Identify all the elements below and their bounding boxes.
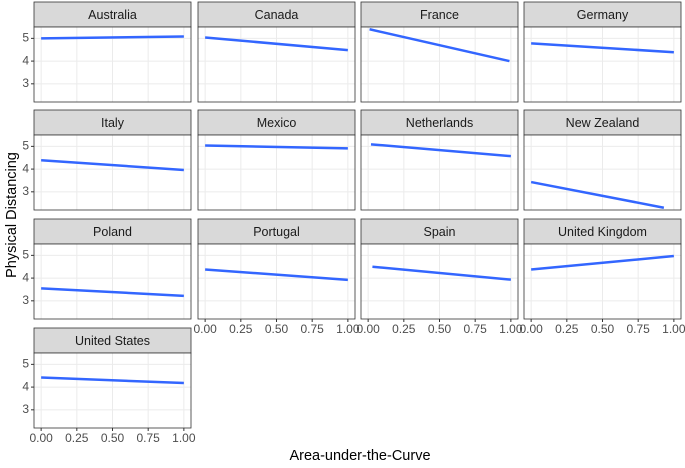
trend-line [370, 143, 511, 158]
x-tick-label: 0.50 [101, 431, 125, 445]
panel-border [33, 134, 192, 211]
strip [33, 109, 192, 136]
y-tick-label: 4 [22, 53, 29, 67]
strip [197, 1, 356, 28]
y-tick-label: 5 [22, 31, 29, 45]
strip [523, 218, 682, 245]
strip [197, 218, 356, 245]
trend-line [531, 254, 674, 271]
strip [360, 109, 519, 136]
x-tick-label: 0.25 [555, 322, 579, 336]
y-tick-label: 3 [22, 184, 29, 198]
strip-label: Italy [101, 116, 125, 130]
y-tick-label: 3 [22, 402, 29, 416]
y-tick-label: 4 [22, 270, 29, 284]
trend-line [41, 376, 184, 385]
panel-border [33, 26, 192, 103]
y-tick-label: 4 [22, 379, 29, 393]
strip-label: Canada [255, 8, 299, 22]
strip-label: Netherlands [406, 116, 473, 130]
strip [197, 109, 356, 136]
trend-line [372, 265, 511, 281]
x-tick-label: 1.00 [662, 322, 685, 336]
strip-label: Poland [93, 225, 132, 239]
panel-border [360, 134, 519, 211]
strip-label: New Zealand [566, 116, 640, 130]
strip [33, 1, 192, 28]
trend-line [531, 42, 674, 54]
strip [33, 327, 192, 354]
trend-line [41, 158, 184, 172]
strip [360, 1, 519, 28]
x-tick-label: 0.75 [301, 322, 325, 336]
strip-label: Spain [424, 225, 456, 239]
trend-line [41, 287, 184, 298]
x-tick-label: 1.00 [499, 322, 523, 336]
panel-border [523, 26, 682, 103]
strip [360, 218, 519, 245]
strip-label: Portugal [253, 225, 300, 239]
x-tick-label: 0.25 [65, 431, 89, 445]
y-tick-label: 4 [22, 161, 29, 175]
strip-label: United Kingdom [558, 225, 647, 239]
strip-label: United States [75, 334, 150, 348]
panel-border [197, 134, 356, 211]
panel-border [33, 243, 192, 320]
y-tick-label: 5 [22, 248, 29, 262]
trend-line [205, 36, 348, 52]
trend-line [369, 28, 510, 63]
trend-line [205, 144, 348, 150]
x-tick-label: 0.75 [464, 322, 488, 336]
y-tick-label: 5 [22, 357, 29, 371]
strip-label: Australia [88, 8, 137, 22]
trend-line [41, 35, 184, 40]
panel-border [197, 26, 356, 103]
x-tick-label: 0.75 [627, 322, 651, 336]
x-tick-label: 0.25 [392, 322, 416, 336]
x-tick-label: 0.00 [29, 431, 53, 445]
trend-line [205, 268, 348, 282]
strip-label: France [420, 8, 459, 22]
x-tick-label: 0.00 [193, 322, 217, 336]
x-axis-title: Area-under-the-Curve [289, 448, 430, 464]
x-tick-label: 0.75 [137, 431, 161, 445]
y-tick-label: 5 [22, 139, 29, 153]
x-tick-label: 0.50 [428, 322, 452, 336]
y-tick-label: 3 [22, 293, 29, 307]
y-axis-title: Physical Distancing [4, 152, 20, 278]
strip-label: Germany [577, 8, 629, 22]
trend-line [530, 180, 665, 209]
x-tick-label: 0.50 [591, 322, 615, 336]
strip-label: Mexico [257, 116, 297, 130]
x-tick-label: 1.00 [172, 431, 196, 445]
x-tick-label: 0.50 [265, 322, 289, 336]
panel-border [360, 26, 519, 103]
x-tick-label: 0.00 [356, 322, 380, 336]
panel-border [523, 134, 682, 211]
x-tick-label: 0.25 [229, 322, 253, 336]
x-tick-label: 1.00 [336, 322, 360, 336]
y-tick-label: 3 [22, 76, 29, 90]
x-tick-label: 0.00 [519, 322, 543, 336]
